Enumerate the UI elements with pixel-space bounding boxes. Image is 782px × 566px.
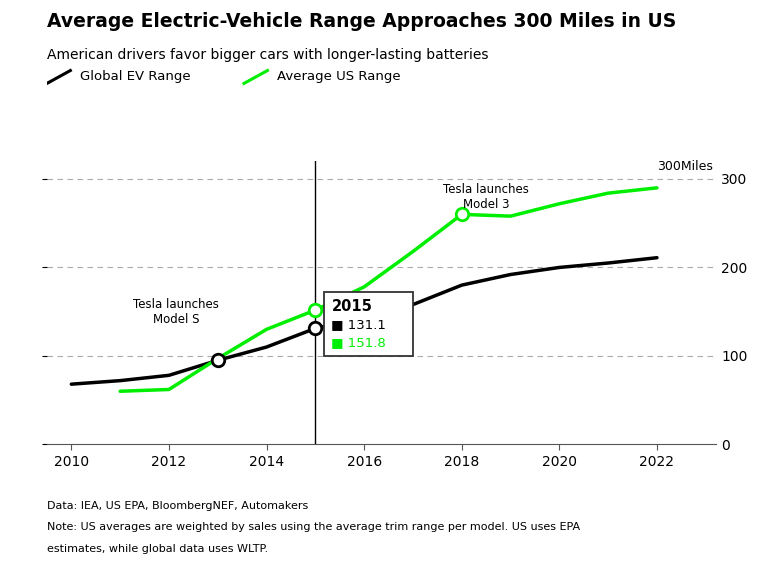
Text: estimates, while global data uses WLTP.: estimates, while global data uses WLTP.	[47, 544, 268, 554]
Text: Tesla launches
Model S: Tesla launches Model S	[133, 298, 219, 326]
Text: Data: IEA, US EPA, BloombergNEF, Automakers: Data: IEA, US EPA, BloombergNEF, Automak…	[47, 501, 308, 511]
Text: American drivers favor bigger cars with longer-lasting batteries: American drivers favor bigger cars with …	[47, 48, 489, 62]
Text: Tesla launches
Model 3: Tesla launches Model 3	[443, 183, 529, 212]
Text: 300Miles: 300Miles	[657, 160, 713, 173]
Text: 2015: 2015	[332, 299, 372, 314]
Text: Average US Range: Average US Range	[277, 71, 400, 83]
Text: ■ 131.1: ■ 131.1	[332, 318, 386, 331]
Text: ■ 151.8: ■ 151.8	[332, 336, 386, 349]
Text: Average Electric-Vehicle Range Approaches 300 Miles in US: Average Electric-Vehicle Range Approache…	[47, 12, 676, 32]
Text: Note: US averages are weighted by sales using the average trim range per model. : Note: US averages are weighted by sales …	[47, 522, 580, 533]
Text: Global EV Range: Global EV Range	[80, 71, 190, 83]
FancyBboxPatch shape	[324, 292, 413, 356]
